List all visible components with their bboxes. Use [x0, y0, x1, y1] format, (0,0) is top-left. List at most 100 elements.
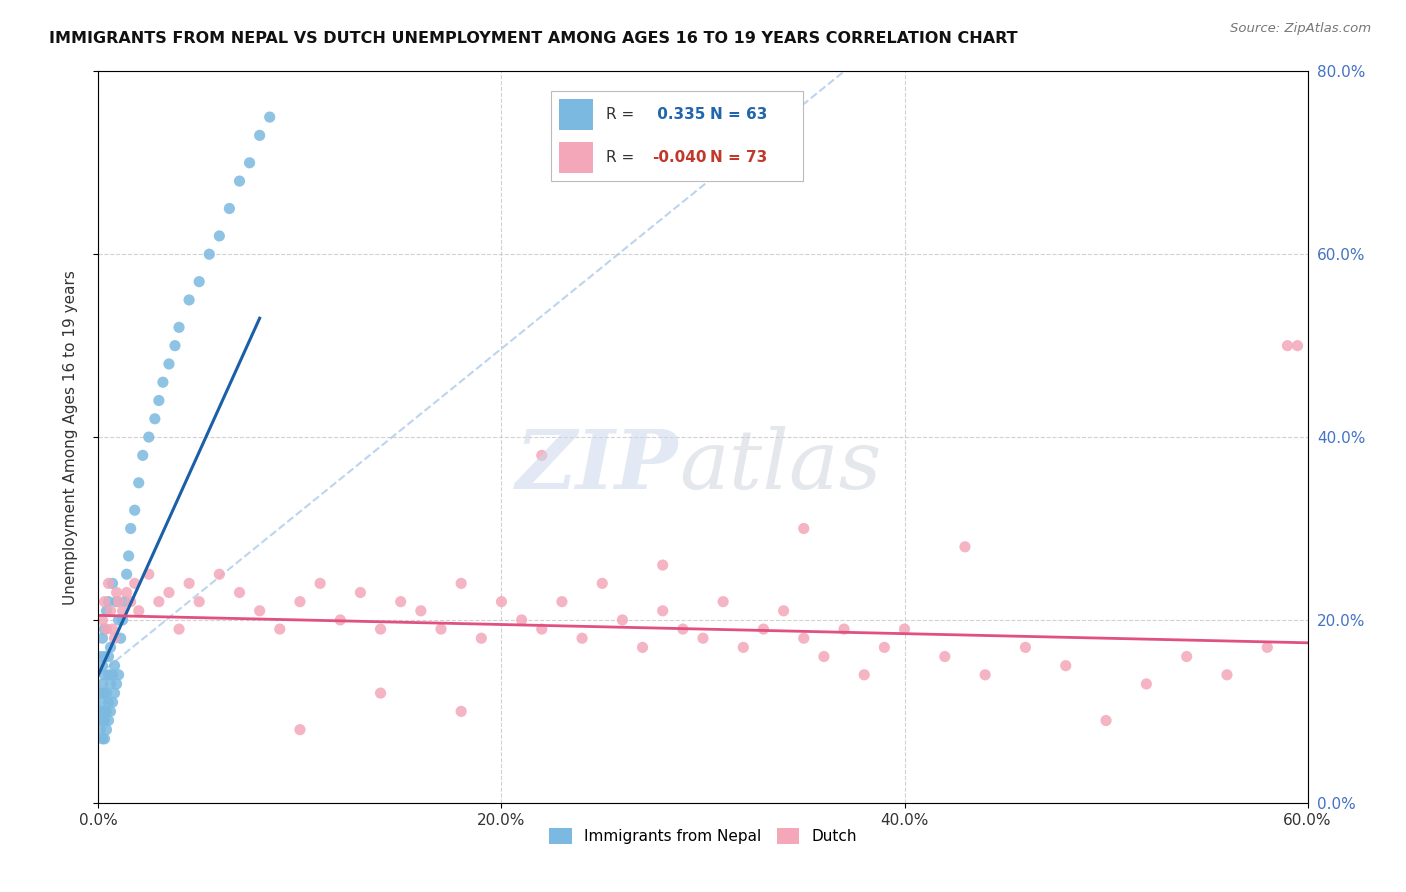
Point [93, 714, 115, 728]
Point [974, 667, 997, 681]
Point [118, 549, 141, 563]
Point [107, 613, 129, 627]
Point [179, 293, 201, 307]
Point [128, 604, 150, 618]
Point [853, 667, 876, 681]
Text: -0.040: -0.040 [652, 150, 707, 165]
Point [309, 576, 332, 591]
Text: N = 63: N = 63 [710, 107, 768, 122]
Point [249, 604, 271, 618]
Point [89, 649, 111, 664]
Point [97, 649, 120, 664]
Point [430, 622, 453, 636]
Point [120, 594, 142, 608]
Point [93, 705, 115, 719]
Point [105, 594, 128, 608]
Point [111, 613, 134, 627]
Legend: Immigrants from Nepal, Dutch: Immigrants from Nepal, Dutch [543, 822, 863, 850]
Point [288, 594, 311, 608]
Point [470, 632, 492, 646]
Point [793, 632, 815, 646]
Point [239, 156, 262, 170]
Text: R =: R = [606, 150, 638, 165]
Point [93, 622, 115, 636]
Point [491, 594, 513, 608]
Point [370, 622, 392, 636]
Point [97, 576, 120, 591]
Point [1135, 677, 1157, 691]
Point [409, 604, 432, 618]
Point [89, 686, 111, 700]
Point [571, 632, 593, 646]
Point [1014, 640, 1036, 655]
Point [148, 594, 170, 608]
Point [103, 632, 125, 646]
Point [110, 632, 132, 646]
FancyBboxPatch shape [558, 142, 592, 173]
Point [115, 567, 138, 582]
Point [893, 622, 915, 636]
Point [208, 229, 231, 244]
Point [101, 576, 124, 591]
Point [157, 357, 180, 371]
Point [103, 686, 125, 700]
Point [91, 731, 114, 746]
Point [93, 731, 115, 746]
Point [793, 521, 815, 535]
Point [93, 667, 115, 681]
Point [259, 110, 281, 124]
Point [114, 594, 136, 608]
Point [1095, 714, 1118, 728]
Point [97, 667, 120, 681]
Point [96, 622, 118, 636]
Point [97, 594, 120, 608]
Point [143, 412, 166, 426]
Point [1277, 338, 1299, 352]
Point [813, 649, 835, 664]
Point [1216, 667, 1239, 681]
Point [672, 622, 695, 636]
Point [96, 686, 118, 700]
Point [450, 705, 472, 719]
Point [692, 632, 714, 646]
Point [105, 585, 128, 599]
Point [100, 677, 122, 691]
Y-axis label: Unemployment Among Ages 16 to 19 years: Unemployment Among Ages 16 to 19 years [63, 269, 77, 605]
Point [208, 567, 231, 582]
Point [167, 320, 190, 334]
Point [89, 705, 111, 719]
Point [138, 567, 160, 582]
Point [124, 576, 146, 591]
FancyBboxPatch shape [551, 91, 803, 181]
Point [530, 448, 553, 462]
Text: Source: ZipAtlas.com: Source: ZipAtlas.com [1230, 22, 1371, 36]
Point [128, 475, 150, 490]
Point [530, 622, 553, 636]
Point [733, 640, 755, 655]
Point [651, 604, 673, 618]
Text: IMMIGRANTS FROM NEPAL VS DUTCH UNEMPLOYMENT AMONG AGES 16 TO 19 YEARS CORRELATIO: IMMIGRANTS FROM NEPAL VS DUTCH UNEMPLOYM… [49, 31, 1018, 46]
Point [269, 622, 291, 636]
Point [228, 585, 250, 599]
Point [832, 622, 855, 636]
Point [329, 613, 352, 627]
Point [1256, 640, 1278, 655]
Point [450, 576, 472, 591]
Text: 0.335: 0.335 [652, 107, 706, 122]
Point [96, 705, 118, 719]
Point [1054, 658, 1077, 673]
Point [167, 622, 190, 636]
Point [89, 723, 111, 737]
Point [132, 448, 155, 462]
Point [101, 667, 124, 681]
Point [228, 174, 250, 188]
Point [934, 649, 956, 664]
Point [91, 714, 114, 728]
FancyBboxPatch shape [558, 98, 592, 130]
Point [93, 686, 115, 700]
Point [115, 585, 138, 599]
Point [100, 705, 122, 719]
Text: R =: R = [606, 107, 638, 122]
Point [631, 640, 654, 655]
Point [91, 632, 114, 646]
